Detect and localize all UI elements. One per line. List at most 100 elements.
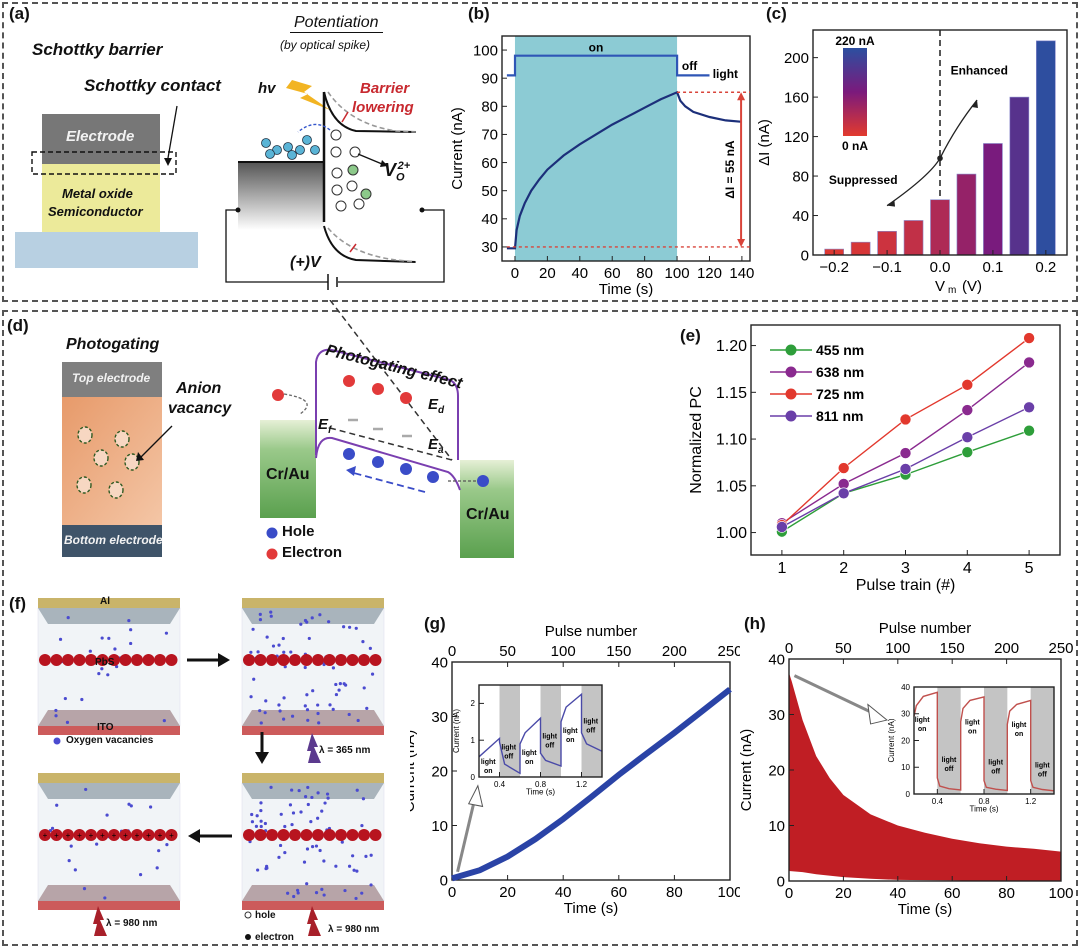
ito-label: ITO [97,722,114,733]
x-axis-label: V [935,278,945,295]
pbs-quantum-dot [165,829,178,841]
legend-label: 811 nm [816,408,863,424]
oxygen-vacancy-dot [343,888,347,893]
pbs-quantum-dot [323,829,336,841]
potentiation-title: Potentiation [290,14,383,33]
legend-electron-text: Electron [282,544,343,561]
lightning-icon [286,80,330,110]
pbs-quantum-dot [119,654,132,666]
oxygen-vacancy-dot [263,711,267,715]
y-tick-label: 40 [481,211,498,228]
barrier-lowering-2: lowering [352,99,414,116]
oxygen-vacancy-dot [354,896,358,901]
y-tick-label: 10 [901,763,910,772]
oxygen-vacancy-dot [305,847,310,851]
pbs-quantum-dot [96,829,109,841]
legend-electron-icon [266,548,278,560]
pbs-quantum-dot [50,829,63,841]
oxygen-vacancy-dot [289,650,293,654]
pbs-quantum-dot [73,829,86,841]
pbs-quantum-dot [323,654,336,666]
oxygen-vacancy-dot [338,681,342,686]
plot-frame [750,324,1061,556]
oxygen-vacancy-dot [326,796,330,800]
oxygen-vacancy-dot [113,647,117,651]
inset-label: light [542,733,557,740]
right-contact [460,460,514,558]
oxygen-vacancy-dot [296,888,300,892]
oxygen-vacancy-dot [342,682,346,686]
pbs-quantum-dot [165,654,178,666]
oxygen-vacancy-dot [314,891,319,895]
y-tick-label: 0 [906,790,911,799]
wl-980-right-text: λ = 980 nm [328,924,380,935]
bottom-electrode-shelf [242,710,384,726]
photogating-band-diagram [260,300,514,560]
panel-b-label: (b) [468,4,490,23]
process-arrow-left-head [188,829,200,843]
oxygen-vacancy-dot [361,797,366,801]
contact-box [31,151,177,175]
oxygen-vacancy-dot [318,848,322,853]
oxygen-vacancy-dot [259,808,263,813]
al-electrode [242,598,384,608]
oxygen-vacancy-dot [127,618,131,623]
inset-label: light [1012,722,1027,729]
oxygen-vacancy-dot [269,610,273,614]
top-x-tick-label: 150 [940,640,965,657]
x-tick-label: 0.8 [535,780,547,789]
bar [956,173,977,256]
x-tick-label: 2 [839,560,848,577]
x-tick-label: 20 [539,265,556,282]
y-tick-label: 1 [471,736,476,745]
potentiation-subtitle: (by optical spike) [280,38,371,52]
bottom-electrode [62,525,162,557]
oxygen-vacancy-dot [299,622,303,626]
oxygen-vacancy-dot [265,635,269,639]
y-tick-label: 30 [901,710,910,719]
charge-sign: + [77,831,82,840]
pbs-quantum-dot [289,829,301,841]
pbs-quantum-dot [335,829,347,841]
vacancy-symbol: V [384,160,397,180]
oxygen-vacancy-dot [249,650,253,654]
x-tick-label: −0.1 [872,259,902,276]
fermi-level [329,300,453,461]
zoom-arrow [793,674,877,716]
pbs-quantum-dot [154,829,166,841]
wl-980-left-text: λ = 980 nm [106,918,158,929]
oxygen-vacancy-dot [290,822,294,827]
trend-arrow-head-low [887,199,896,207]
x-tick-label: 60 [944,885,961,902]
anion-vacancy-2: vacancy [168,400,232,417]
pbs-quantum-dot [300,829,313,841]
oxygen-vacancy-dot [369,883,373,887]
inset-label: off [1038,771,1048,778]
inset-label: off [945,766,955,773]
oxygen-vacancy-dot [299,810,303,814]
semiconductor-text-1: Metal oxide [62,186,133,201]
top-x-tick-label: 200 [994,640,1019,657]
light-off-label: off [682,59,698,73]
oxygen-vacancy-dot [97,672,101,676]
oxygen-vacancy-dot [277,643,281,647]
process-arrow-right-head [218,653,230,667]
photogating-device [62,362,173,557]
al-electrode [38,598,180,608]
oxygen-vacancy-dot [290,788,294,792]
y-tick-label: 30 [768,707,785,724]
top-x-tick-label: 150 [606,643,631,660]
oxygen-vacancy-dot [303,704,307,708]
inset-label: light [583,719,598,726]
inset-label: light [915,717,930,724]
x-tick-label: 0.1 [982,259,1003,276]
oxygen-vacancy-dot [157,849,161,853]
oxygen-vacancy-dot [80,697,84,702]
pbs-quantum-dot [254,654,267,666]
ed-label: Ed [428,396,444,416]
pbs-quantum-dot [243,654,255,666]
al-electrode [38,773,180,783]
y-tick-label: 60 [481,155,498,172]
colorbar-max-label: 220 nA [835,34,875,48]
oxygen-vacancy-dot [310,616,314,620]
